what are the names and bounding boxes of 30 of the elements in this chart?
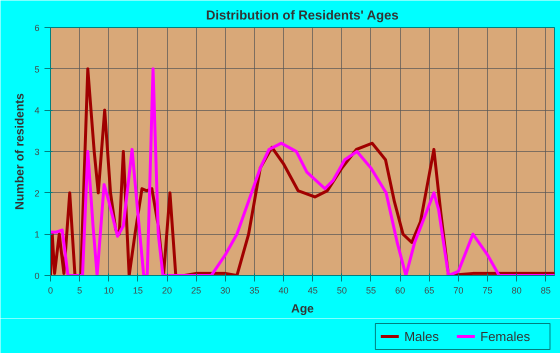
y-tick-label: 4	[34, 106, 40, 116]
x-tick-label: 5	[77, 286, 82, 296]
y-tick-label: 2	[34, 188, 40, 198]
y-axis-title: Number of residents	[12, 92, 26, 210]
x-tick-label: 75	[482, 286, 493, 296]
y-tick-label: 3	[34, 147, 40, 157]
x-tick-label: 65	[424, 286, 434, 296]
x-tick-label: 25	[191, 286, 202, 296]
x-tick-label: 60	[395, 286, 406, 296]
x-tick-label: 0	[48, 286, 54, 296]
y-tick-label: 1	[34, 230, 40, 240]
y-tick-label: 0	[34, 271, 40, 281]
x-tick-label: 10	[104, 286, 114, 296]
x-tick-label: 15	[132, 286, 143, 296]
x-axis-title: Age	[291, 302, 314, 316]
x-tick-label: 40	[278, 286, 289, 296]
x-tick-label: 55	[366, 286, 376, 296]
x-tick-label: 20	[162, 286, 172, 296]
y-tick-label: 5	[34, 64, 40, 74]
legend-label: Males	[404, 329, 440, 344]
x-tick-label: 45	[308, 286, 318, 296]
x-tick-label: 80	[512, 286, 522, 296]
x-tick-label: 35	[249, 286, 260, 296]
chart-title: Distribution of Residents' Ages	[206, 8, 399, 22]
y-tick-label: 6	[34, 23, 40, 33]
x-tick-label: 30	[220, 286, 230, 296]
legend-label: Females	[480, 329, 531, 344]
x-tick-label: 50	[336, 286, 347, 296]
x-tick-label: 70	[453, 286, 464, 296]
x-tick-label: 85	[540, 286, 551, 296]
